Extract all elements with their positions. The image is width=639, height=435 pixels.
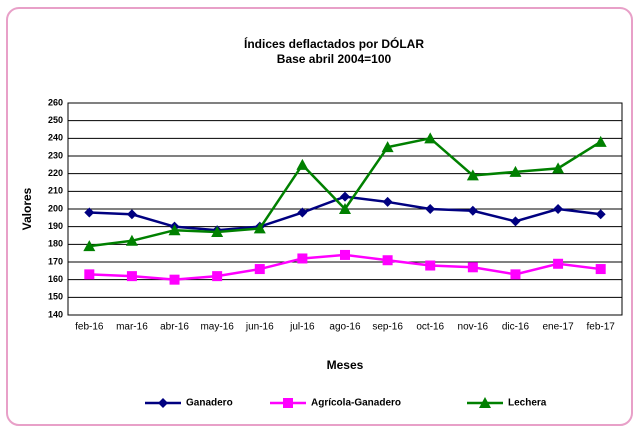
data-point [297, 207, 308, 218]
y-tick-label: 140 [48, 309, 63, 319]
data-point [83, 240, 96, 252]
data-point [126, 271, 137, 282]
data-point [168, 224, 181, 236]
y-tick-label: 240 [48, 133, 63, 143]
data-point [553, 258, 564, 269]
data-point [467, 205, 478, 216]
data-point [594, 135, 607, 147]
data-point [340, 249, 350, 260]
data-point [509, 165, 522, 177]
data-point [169, 274, 180, 285]
y-tick-label: 150 [48, 292, 63, 302]
chart-title: Índices deflactados por DÓLAR [244, 36, 424, 51]
y-tick-label: 220 [48, 168, 63, 178]
legend-label: Ganadero [186, 398, 233, 409]
legend-marker [158, 398, 168, 408]
y-axis-label: Valores [20, 187, 34, 230]
x-tick-label: sep-16 [372, 322, 403, 333]
legend-label: Lechera [508, 398, 547, 409]
y-tick-label: 180 [48, 239, 63, 249]
data-point [510, 216, 521, 227]
x-tick-label: may-16 [200, 322, 234, 333]
x-tick-label: mar-16 [116, 322, 148, 333]
y-tick-label: 170 [48, 256, 63, 266]
plot-border [67, 102, 623, 316]
data-point [425, 204, 436, 214]
x-tick-label: jul-16 [289, 322, 315, 333]
data-point [553, 204, 564, 214]
data-point [595, 209, 606, 220]
x-tick-label: abr-16 [160, 322, 189, 333]
x-tick-label: feb-16 [75, 322, 104, 333]
legend-label: Agrícola-Ganadero [311, 398, 401, 409]
x-tick-label: dic-16 [502, 322, 530, 333]
data-point [84, 207, 95, 218]
data-point [212, 271, 223, 282]
data-point [382, 196, 393, 207]
data-point [424, 132, 437, 144]
data-point [382, 255, 393, 266]
y-tick-label: 190 [48, 221, 63, 231]
data-point [339, 203, 351, 214]
data-point [297, 253, 308, 264]
data-point [466, 169, 479, 181]
data-point [552, 162, 565, 174]
data-point [381, 141, 394, 153]
data-point [595, 264, 606, 275]
x-tick-label: ene-17 [543, 322, 575, 333]
chart-frame [6, 7, 633, 426]
data-point [126, 209, 137, 220]
data-point [125, 234, 138, 246]
data-point [467, 262, 478, 273]
y-tick-label: 260 [48, 97, 63, 107]
x-tick-label: nov-16 [458, 322, 489, 333]
x-tick-label: oct-16 [416, 322, 444, 333]
x-tick-label: feb-17 [587, 322, 616, 333]
data-point [253, 222, 266, 234]
data-point [510, 269, 521, 280]
data-point [254, 264, 265, 275]
data-point [340, 191, 350, 202]
data-point [296, 158, 309, 170]
x-tick-label: ago-16 [329, 322, 361, 333]
y-tick-label: 230 [48, 150, 63, 160]
x-axis-label: Meses [327, 358, 364, 372]
data-point [425, 260, 436, 271]
data-point [84, 269, 95, 280]
legend-marker [479, 397, 491, 408]
legend-marker [283, 398, 293, 408]
y-tick-label: 210 [48, 186, 63, 196]
data-point [211, 225, 224, 237]
y-tick-label: 200 [48, 203, 63, 213]
x-tick-label: jun-16 [245, 322, 274, 333]
y-tick-label: 250 [48, 115, 63, 125]
y-tick-label: 160 [48, 274, 63, 284]
chart-subtitle: Base abril 2004=100 [277, 52, 392, 66]
